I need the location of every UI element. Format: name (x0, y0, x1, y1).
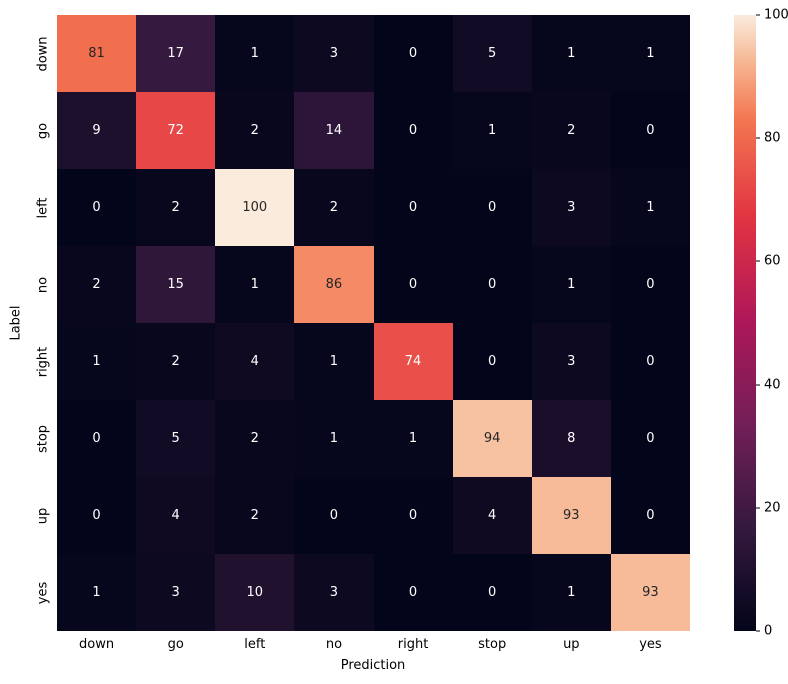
y-tick-label: yes (35, 581, 51, 604)
x-tick-label: stop (478, 637, 507, 652)
heatmap-cell: 0 (57, 400, 137, 477)
colorbar-tick-label: 60 (764, 253, 781, 269)
colorbar-tick-label: 20 (764, 500, 781, 516)
heatmap-cell: 93 (531, 477, 611, 554)
heatmap-cell: 0 (452, 246, 532, 323)
x-tick-label: no (325, 637, 343, 652)
heatmap-cell: 1 (452, 92, 532, 169)
y-tick-label: down (35, 35, 51, 72)
x-tick-label: go (167, 637, 184, 652)
heatmap-cell: 1 (531, 246, 611, 323)
heatmap-cell: 1 (215, 15, 295, 92)
x-tick-label: left (244, 637, 266, 652)
colorbar-tick-mark (756, 14, 760, 16)
heatmap-cell: 1 (373, 400, 453, 477)
x-tick-label: right (397, 637, 429, 652)
heatmap-cell: 8 (531, 400, 611, 477)
colorbar-tick-label: 100 (764, 7, 788, 23)
x-axis-label: Prediction (340, 658, 406, 673)
heatmap-cell: 9 (57, 92, 137, 169)
heatmap-cell: 2 (531, 92, 611, 169)
heatmap-cell: 0 (373, 477, 453, 554)
heatmap-cell: 74 (373, 323, 453, 400)
heatmap-cell: 14 (294, 92, 374, 169)
colorbar-tick-label: 40 (764, 377, 781, 393)
y-tick-label: left (35, 196, 51, 219)
heatmap-cell: 5 (452, 15, 532, 92)
heatmap-cell: 2 (215, 477, 295, 554)
heatmap-grid: 81 17 1 3 0 5 1 1 9 72 2 14 0 1 2 0 0 2 100 2 0 0 3 1 2 15 1 86 0 0 1 0… (57, 15, 690, 631)
heatmap-cell: 2 (215, 400, 295, 477)
heatmap-cell: 3 (531, 323, 611, 400)
colorbar-tick-mark (756, 137, 760, 139)
y-tick-label: up (35, 507, 51, 524)
colorbar-tick-mark (756, 630, 760, 632)
heatmap-cell: 2 (136, 169, 216, 246)
heatmap-cell: 5 (136, 400, 216, 477)
heatmap-cell: 1 (294, 323, 374, 400)
heatmap-cell: 0 (57, 477, 137, 554)
y-tick-label: right (35, 346, 51, 377)
heatmap-cell: 1 (610, 15, 690, 92)
heatmap-cell: 94 (452, 400, 532, 477)
heatmap-cell: 4 (136, 477, 216, 554)
heatmap-cell: 3 (136, 554, 216, 631)
heatmap-cell: 0 (452, 554, 532, 631)
heatmap-cell: 0 (610, 246, 690, 323)
x-tick-label: up (563, 637, 580, 652)
colorbar-tick-label: 80 (764, 130, 781, 146)
heatmap-cell: 2 (136, 323, 216, 400)
heatmap-cell: 0 (610, 92, 690, 169)
colorbar-tick-label: 0 (764, 623, 773, 639)
colorbar (734, 15, 756, 631)
heatmap-cell: 0 (610, 477, 690, 554)
heatmap-cell: 0 (294, 477, 374, 554)
heatmap-cell: 1 (531, 15, 611, 92)
colorbar-gradient (734, 15, 756, 631)
y-axis-label: Label (8, 305, 24, 341)
heatmap-cell: 0 (452, 323, 532, 400)
colorbar-tick-mark (756, 507, 760, 509)
heatmap-cell: 72 (136, 92, 216, 169)
heatmap-cell: 4 (215, 323, 295, 400)
heatmap-cell: 1 (294, 400, 374, 477)
heatmap-cell: 0 (373, 169, 453, 246)
heatmap-cell: 81 (57, 15, 137, 92)
colorbar-tick-mark (756, 260, 760, 262)
heatmap-cell: 0 (610, 323, 690, 400)
heatmap-cell: 1 (57, 323, 137, 400)
y-tick-label: no (35, 276, 51, 293)
colorbar-tick-mark (756, 384, 760, 386)
heatmap-cell: 0 (373, 15, 453, 92)
heatmap-cell: 93 (610, 554, 690, 631)
heatmap-cell: 10 (215, 554, 295, 631)
heatmap-cell: 1 (610, 169, 690, 246)
heatmap-cell: 17 (136, 15, 216, 92)
heatmap-cell: 0 (610, 400, 690, 477)
heatmap-cell: 3 (294, 554, 374, 631)
heatmap-cell: 2 (294, 169, 374, 246)
heatmap-cell: 86 (294, 246, 374, 323)
heatmap-cell: 0 (57, 169, 137, 246)
heatmap-cell: 3 (294, 15, 374, 92)
heatmap-cell: 3 (531, 169, 611, 246)
heatmap-cell: 0 (452, 169, 532, 246)
heatmap-cell: 1 (531, 554, 611, 631)
heatmap-cell: 2 (215, 92, 295, 169)
heatmap-cell: 4 (452, 477, 532, 554)
y-tick-label: stop (35, 424, 51, 453)
heatmap-cell: 0 (373, 554, 453, 631)
heatmap-cell: 1 (215, 246, 295, 323)
heatmap-cell: 15 (136, 246, 216, 323)
heatmap-cell: 100 (215, 169, 295, 246)
heatmap-cell: 2 (57, 246, 137, 323)
heatmap-cell: 1 (57, 554, 137, 631)
y-tick-label: go (35, 122, 51, 139)
x-tick-label: yes (639, 637, 662, 652)
x-tick-label: down (79, 637, 115, 652)
heatmap-cell: 0 (373, 92, 453, 169)
heatmap-cell: 0 (373, 246, 453, 323)
